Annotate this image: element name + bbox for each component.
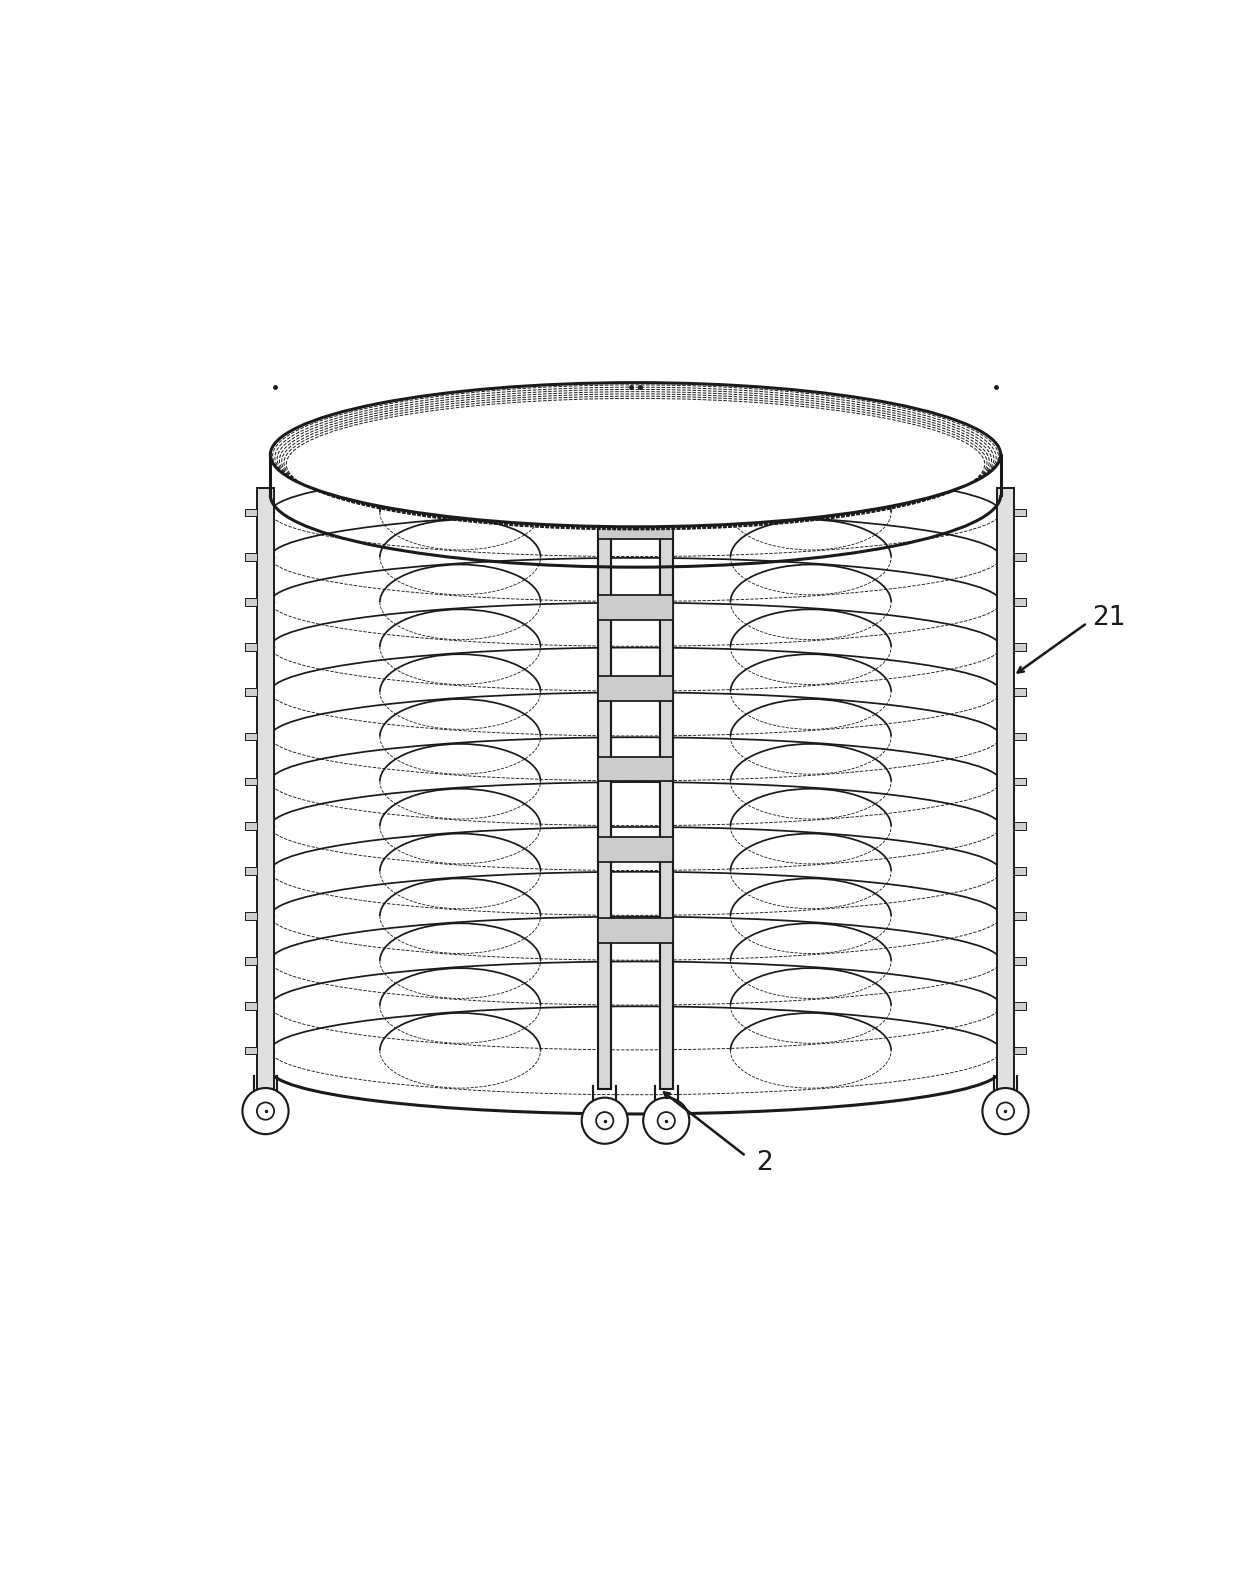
Circle shape [582,1097,627,1144]
Circle shape [257,1103,274,1119]
Bar [1014,689,1025,695]
Bar [1014,599,1025,605]
Bar [1014,913,1025,920]
Circle shape [596,1113,614,1130]
Bar [598,837,673,862]
Bar [246,867,257,875]
Bar [246,913,257,920]
Bar [598,484,611,1089]
Bar [598,514,673,539]
Bar [246,689,257,695]
Bar [660,484,673,1089]
Text: 2: 2 [755,1150,773,1176]
Circle shape [243,1087,289,1135]
Bar [246,1046,257,1054]
Bar [1014,1002,1025,1010]
Bar [1014,553,1025,561]
Bar [1014,823,1025,831]
Bar [1014,733,1025,741]
Bar [1014,509,1025,517]
Bar [1014,957,1025,965]
Circle shape [982,1087,1028,1135]
Bar [598,596,673,619]
Bar [246,823,257,831]
Circle shape [644,1097,689,1144]
Bar [1014,867,1025,875]
Bar [1014,1046,1025,1054]
Bar [246,733,257,741]
Bar [1014,777,1025,785]
Bar [246,1002,257,1010]
Circle shape [657,1113,675,1130]
Ellipse shape [270,383,1001,526]
Bar [246,643,257,651]
Bar [246,509,257,517]
Bar [246,599,257,605]
Bar [598,756,673,782]
Bar [997,489,1014,1089]
Text: 21: 21 [1092,605,1126,630]
Bar [598,676,673,701]
Bar [1014,643,1025,651]
Bar [246,553,257,561]
Bar [257,489,274,1089]
Bar [246,777,257,785]
Bar [246,957,257,965]
Bar [598,919,673,942]
Circle shape [997,1103,1014,1119]
